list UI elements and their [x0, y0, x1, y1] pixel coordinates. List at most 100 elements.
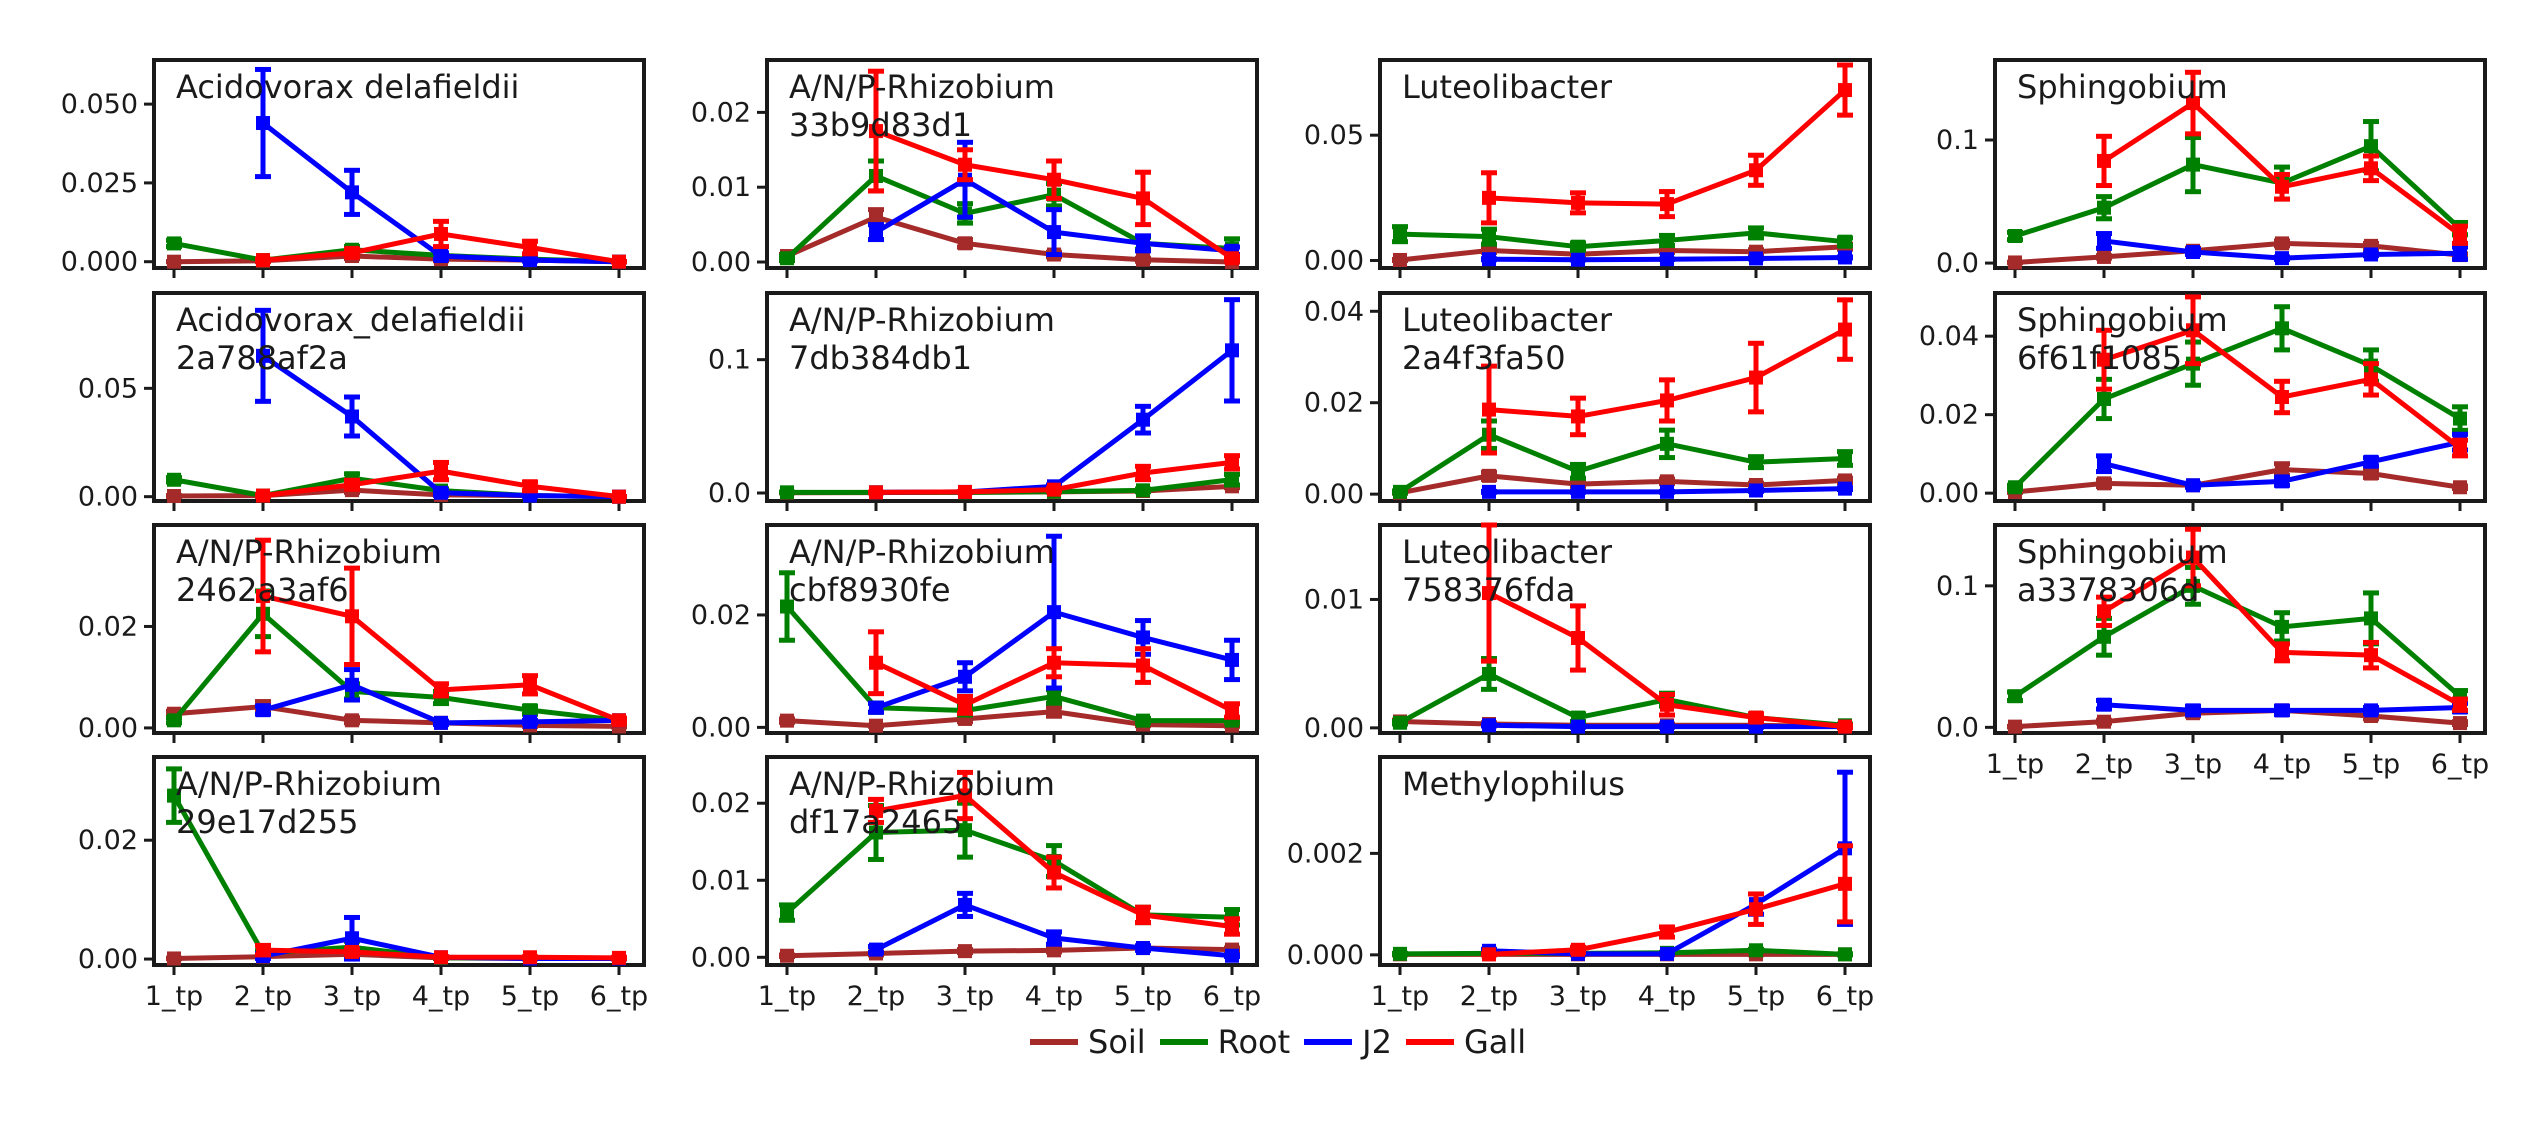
series-line	[1399, 473, 1846, 496]
y-tick-label: 0.00	[78, 482, 138, 513]
data-point	[1047, 655, 1061, 670]
data-point	[958, 697, 972, 712]
data-point	[2186, 245, 2200, 259]
series-line	[785, 214, 1233, 265]
y-tick-label: 0.05	[1304, 120, 1364, 151]
data-point	[1838, 876, 1852, 891]
data-point	[1225, 251, 1239, 266]
data-point	[2097, 714, 2111, 729]
data-point	[780, 905, 794, 920]
data-point	[780, 713, 794, 728]
data-point	[958, 788, 972, 803]
data-point	[2097, 233, 2111, 248]
panel-title: 29e17d255	[176, 803, 359, 841]
data-point	[523, 253, 537, 268]
data-point	[2008, 229, 2022, 243]
data-point	[780, 251, 794, 266]
data-point	[2097, 604, 2111, 619]
y-tick-label: 0.01	[691, 865, 751, 896]
panel-title: Sphingobium	[2017, 68, 2228, 106]
panel-title: df17a2465	[789, 803, 962, 841]
data-point	[167, 713, 181, 728]
data-point	[1749, 370, 1763, 385]
panel-frame	[765, 291, 1259, 503]
data-point	[1660, 233, 1674, 248]
data-point	[958, 823, 972, 838]
data-point	[1571, 239, 1585, 254]
data-point	[1660, 252, 1674, 267]
y-tick-label: 0.00	[1919, 478, 1979, 509]
panel-title: Acidovorax delafieldii	[176, 68, 519, 106]
panel-frame	[152, 755, 646, 967]
legend-swatch	[1030, 1039, 1078, 1045]
legend-item-soil: Soil	[1030, 1023, 1146, 1061]
data-point	[167, 236, 181, 251]
data-point	[2364, 247, 2378, 262]
data-point	[2453, 227, 2467, 242]
y-tick-label: 0.02	[691, 600, 751, 631]
data-point	[869, 942, 883, 957]
data-point	[345, 477, 359, 492]
x-tick-label: 4_tp	[412, 981, 470, 1012]
data-point	[1749, 163, 1763, 178]
x-tick-label: 3_tp	[936, 981, 994, 1012]
data-point	[1838, 451, 1852, 466]
series-root	[779, 471, 1240, 500]
y-tick-label: 0.00	[78, 713, 138, 744]
series-line	[2014, 240, 2461, 265]
series-line	[1399, 230, 1846, 250]
y-tick-label: 0.000	[61, 247, 138, 278]
data-point	[780, 599, 794, 614]
x-tick-label: 2_tp	[2075, 749, 2133, 780]
data-point	[1136, 412, 1150, 427]
data-point	[256, 253, 270, 268]
data-point	[2008, 719, 2022, 734]
data-point	[434, 950, 448, 965]
data-point	[2275, 703, 2289, 718]
data-point	[2453, 411, 2467, 426]
series-j2	[868, 533, 1240, 715]
data-point	[1482, 484, 1496, 499]
data-point	[1838, 322, 1852, 337]
data-point	[1482, 402, 1496, 417]
legend-label: Gall	[1463, 1023, 1527, 1061]
legend-swatch	[1405, 1039, 1454, 1045]
data-point	[2275, 251, 2289, 266]
data-point	[2275, 390, 2289, 404]
data-point	[1047, 172, 1061, 187]
legend: Soil Root J2 Gall	[1030, 1020, 1540, 1064]
y-tick-label: 0.00	[691, 247, 751, 278]
data-point	[523, 714, 537, 729]
panel-frame	[152, 58, 646, 270]
series-line	[2014, 467, 2461, 495]
data-point	[2008, 255, 2022, 270]
data-point	[1393, 227, 1407, 242]
data-point	[1393, 484, 1407, 499]
series-root	[1392, 224, 1853, 254]
series-soil	[2007, 461, 2468, 499]
panel-title: Sphingobium	[2017, 301, 2228, 339]
data-point	[256, 116, 270, 131]
data-point	[1482, 718, 1496, 733]
data-point	[167, 472, 181, 487]
x-tick-label: 3_tp	[1549, 981, 1607, 1012]
x-tick-label: 1_tp	[758, 981, 816, 1012]
y-tick-label: 0.000	[1287, 940, 1364, 971]
x-tick-label: 1_tp	[145, 981, 203, 1012]
data-point	[2097, 200, 2111, 215]
series-gall	[1481, 62, 1853, 226]
data-point	[256, 348, 270, 363]
x-tick-label: 5_tp	[1114, 981, 1172, 1012]
data-point	[1571, 484, 1585, 499]
panel-3: 0.00 0.05 Luteolibacter	[1304, 58, 1872, 278]
data-point	[612, 489, 626, 504]
x-tick-label: 6_tp	[1816, 981, 1874, 1012]
data-point	[2275, 619, 2289, 634]
panel-frame	[152, 523, 646, 735]
data-point	[1393, 946, 1407, 961]
panel-title: 2a788af2a	[176, 339, 348, 377]
y-tick-label: 0.00	[691, 942, 751, 973]
data-point	[1136, 630, 1150, 645]
